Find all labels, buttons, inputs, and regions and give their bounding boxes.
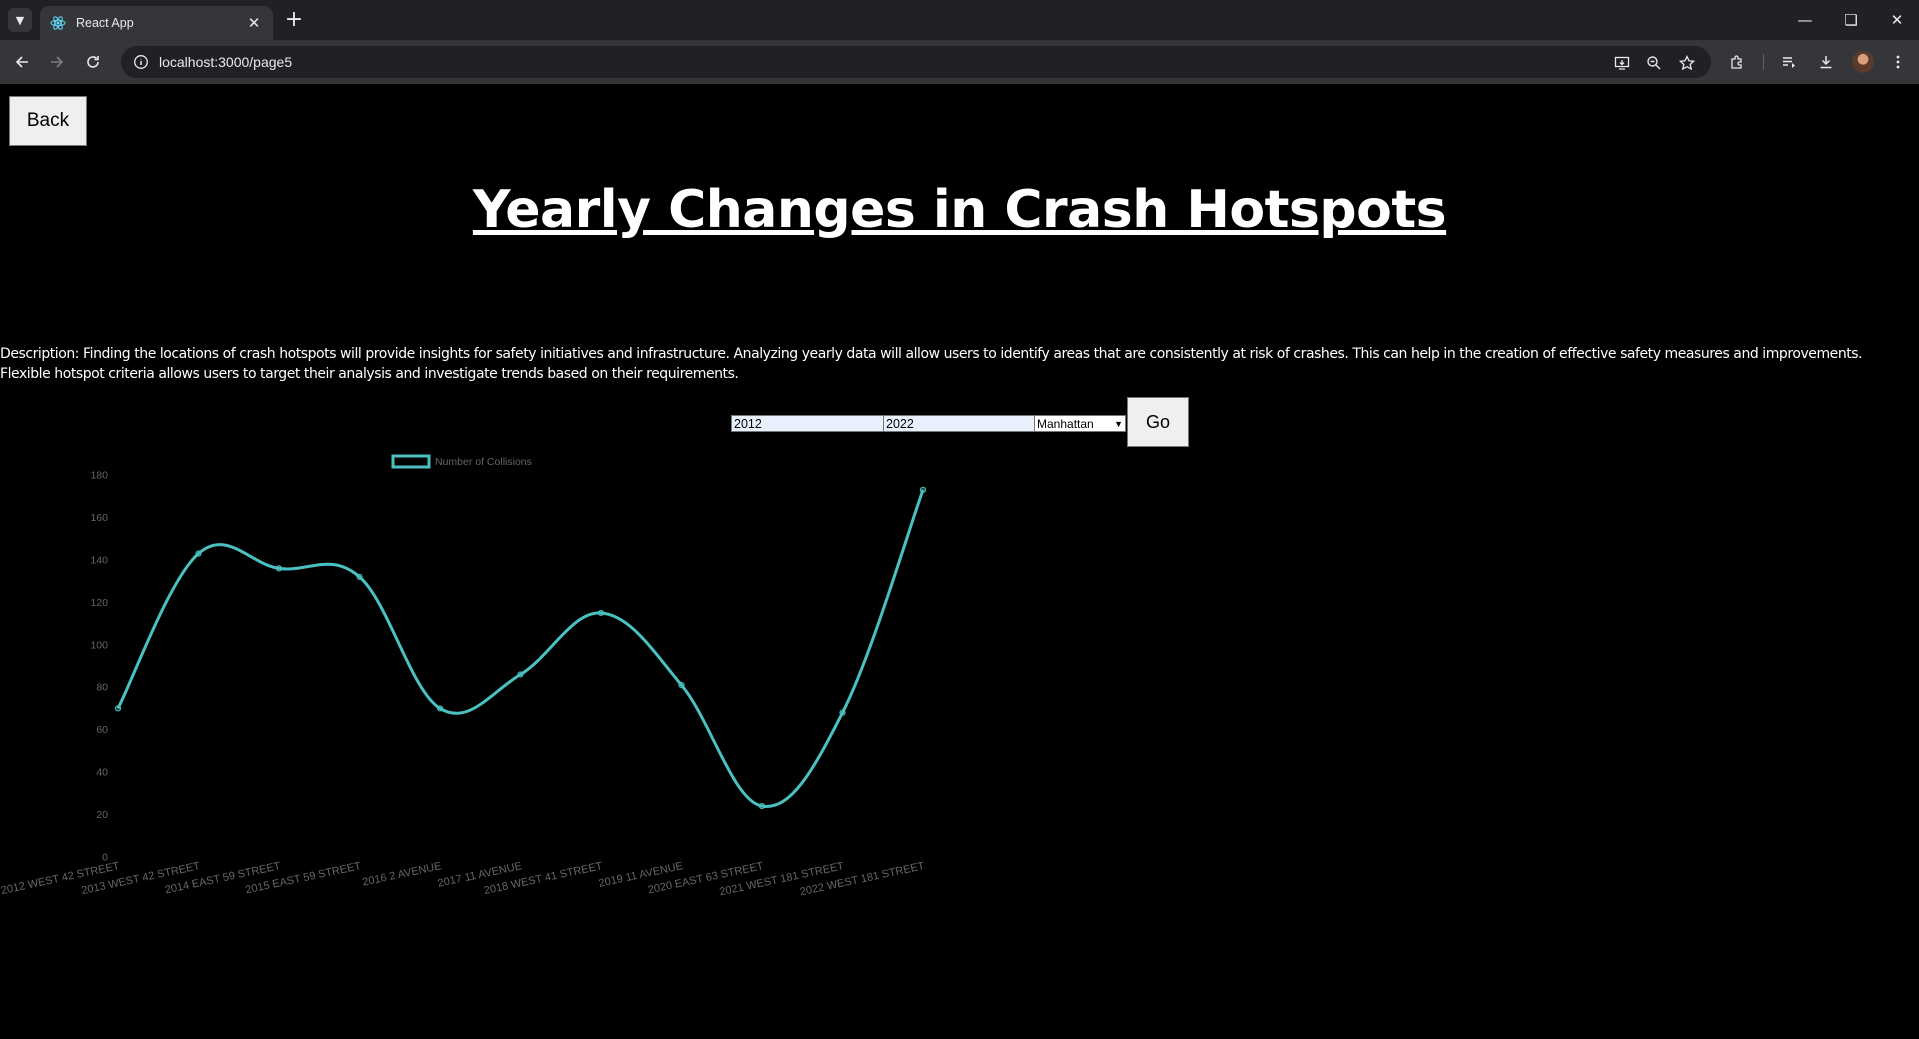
browser-tab-bar: ▼ React App ✕ + — ❏ ✕ xyxy=(0,0,1919,40)
data-point xyxy=(678,682,685,689)
page-description: Description: Finding the locations of cr… xyxy=(0,346,1863,382)
data-point xyxy=(114,705,122,712)
y-tick-label: 60 xyxy=(96,724,108,736)
series-line xyxy=(116,489,925,808)
menu-dots-icon[interactable] xyxy=(1885,49,1911,75)
zoom-icon[interactable] xyxy=(1643,52,1665,74)
url-text: localhost:3000/page5 xyxy=(159,54,293,70)
page-title: Yearly Changes in Crash Hotspots xyxy=(472,180,1447,240)
new-tab-icon[interactable]: + xyxy=(284,7,304,32)
back-arrow-icon[interactable] xyxy=(9,49,35,75)
browser-toolbar: localhost:3000/page5 xyxy=(0,40,1919,84)
data-point xyxy=(436,705,444,712)
data-point xyxy=(758,802,766,810)
go-button[interactable]: Go xyxy=(1127,397,1189,447)
install-app-icon[interactable] xyxy=(1611,52,1633,74)
end-year-input[interactable] xyxy=(883,415,1036,432)
x-tick-label: 2016 2 AVENUE xyxy=(361,860,442,888)
y-tick-label: 160 xyxy=(90,512,108,524)
y-tick-label: 180 xyxy=(90,470,108,482)
minimize-icon[interactable]: — xyxy=(1797,11,1813,29)
close-window-icon[interactable]: ✕ xyxy=(1890,11,1904,29)
data-point xyxy=(356,573,363,580)
extensions-icon[interactable] xyxy=(1724,49,1750,75)
borough-select-value: Manhattan xyxy=(1037,416,1094,431)
close-tab-icon[interactable]: ✕ xyxy=(247,14,261,32)
back-button[interactable]: Back xyxy=(9,96,87,146)
y-tick-label: 120 xyxy=(90,597,108,609)
start-year-input[interactable] xyxy=(731,415,884,432)
media-queue-icon[interactable] xyxy=(1776,49,1802,75)
download-icon[interactable] xyxy=(1813,49,1839,75)
data-point xyxy=(517,671,524,678)
profile-avatar[interactable] xyxy=(1852,51,1874,73)
y-tick-label: 40 xyxy=(96,767,108,779)
borough-select[interactable]: Manhattan ▼ xyxy=(1034,415,1126,432)
y-tick-label: 0 xyxy=(102,852,108,864)
site-info-icon[interactable] xyxy=(133,54,149,70)
chevron-down-icon: ▼ xyxy=(1114,418,1123,429)
y-tick-label: 20 xyxy=(96,809,108,821)
tab-title: React App xyxy=(76,16,134,30)
legend-label: Number of Collisions xyxy=(435,456,532,468)
data-point xyxy=(839,709,846,716)
collisions-line-chart: Number of Collisions 0 20 40 60 80 100 120 140 16… xyxy=(0,454,927,898)
bookmark-star-icon[interactable] xyxy=(1676,52,1698,74)
tab-search-icon[interactable]: ▼ xyxy=(8,8,32,32)
forward-arrow-icon[interactable] xyxy=(44,49,70,75)
react-logo-icon xyxy=(50,16,66,30)
data-point xyxy=(195,550,202,557)
y-tick-label: 100 xyxy=(90,639,108,651)
address-bar[interactable]: localhost:3000/page5 xyxy=(121,46,1711,78)
data-point xyxy=(597,609,605,617)
restore-icon[interactable]: ❏ xyxy=(1844,11,1858,29)
toolbar-separator xyxy=(1763,54,1764,70)
reload-icon[interactable] xyxy=(80,49,106,75)
data-point xyxy=(275,565,283,572)
data-point xyxy=(919,486,927,493)
y-tick-label: 140 xyxy=(90,554,108,566)
browser-tab[interactable]: React App ✕ xyxy=(40,6,273,40)
y-tick-label: 80 xyxy=(96,682,108,694)
legend-swatch xyxy=(391,454,431,469)
